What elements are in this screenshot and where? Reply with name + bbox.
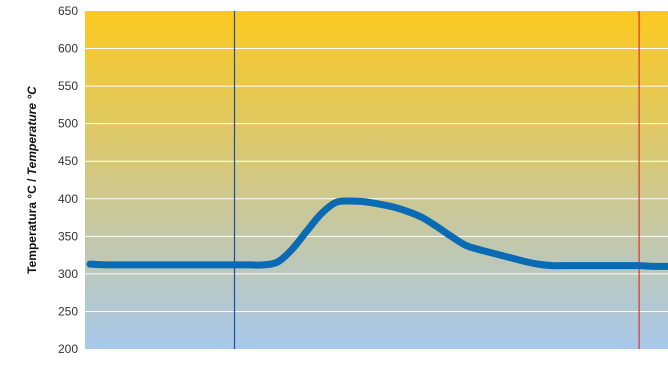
y-axis-label: Temperatura °C / Temperature °C (25, 86, 39, 274)
y-tick-label-500: 500 (58, 117, 78, 131)
y-tick-label-350: 350 (58, 229, 78, 243)
y-tick-label-650: 650 (58, 4, 78, 18)
y-tick-label-200: 200 (58, 342, 78, 356)
y-tick-label-400: 400 (58, 192, 78, 206)
y-tick-label-250: 250 (58, 304, 78, 318)
y-axis-label-regular: Temperatura °C / (25, 175, 39, 274)
plot-area (85, 11, 668, 349)
vertical-markers (233, 11, 640, 349)
y-tick-labels: 200 250 300 350 400 450 500 550 600 650 (58, 4, 78, 356)
temperature-series-line (86, 197, 668, 270)
y-tick-label-600: 600 (58, 42, 78, 56)
y-tick-label-300: 300 (58, 267, 78, 281)
grid-lines (85, 48, 668, 312)
y-tick-label-450: 450 (58, 154, 78, 168)
y-tick-label-550: 550 (58, 79, 78, 93)
y-axis-label-italic: Temperature °C (25, 86, 39, 175)
